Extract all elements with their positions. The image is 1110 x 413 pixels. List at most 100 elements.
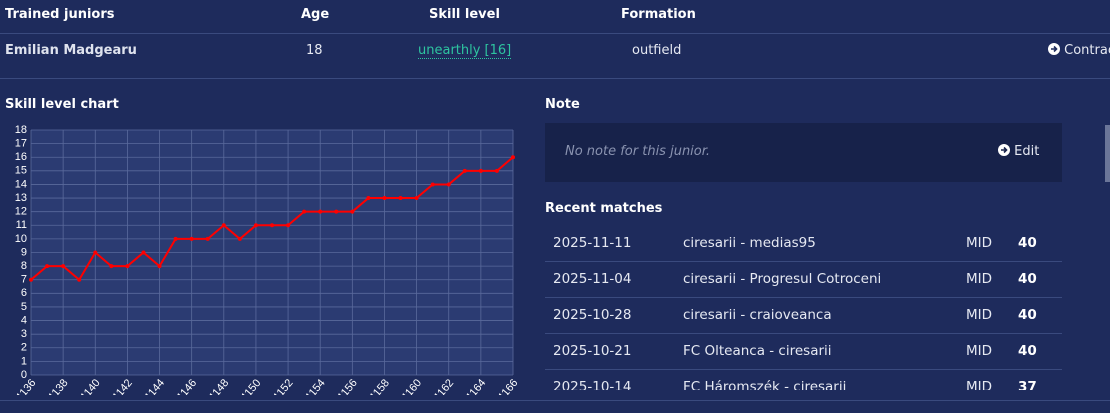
divider: [0, 78, 1110, 79]
note-box: No note for this junior. Edit: [545, 123, 1062, 182]
match-row: 2025-11-04 ciresarii - Progresul Cotrocen…: [545, 261, 1062, 298]
point: [253, 223, 258, 228]
point: [221, 223, 226, 228]
note-text: No note for this junior.: [565, 144, 711, 159]
match-date: 2025-11-11: [553, 235, 632, 251]
y-tick-label: 2: [21, 342, 27, 354]
point: [414, 196, 419, 201]
point: [45, 264, 50, 269]
match-name: FC Olteanca - ciresarii: [683, 343, 832, 359]
match-rating: 40: [1018, 271, 1037, 287]
column-header: Formation: [621, 7, 696, 22]
match-position: MID: [966, 271, 993, 287]
y-tick-label: 4: [21, 314, 27, 326]
y-tick-label: 11: [16, 219, 27, 231]
scrollbar: [1105, 125, 1110, 182]
point: [29, 277, 33, 282]
contract-label: Contract: [1064, 43, 1110, 58]
junior-age: 18: [306, 43, 323, 58]
match-name: FC Háromszék - ciresarii: [683, 379, 847, 390]
match-date: 2025-10-14: [553, 379, 632, 390]
matches-table: 2025-11-11 ciresarii - medias95 MID 40 2025-…: [0, 225, 1110, 390]
match-name: ciresarii - Progresul Cotroceni: [683, 271, 882, 287]
point: [286, 223, 291, 228]
column-header: Age: [301, 7, 330, 22]
y-tick-label: 6: [21, 287, 27, 299]
edit-button[interactable]: Edit: [998, 144, 1039, 159]
y-tick-label: 0: [21, 369, 27, 381]
y-tick-label: 13: [15, 192, 27, 204]
point: [189, 236, 194, 241]
match-position: MID: [966, 343, 993, 359]
point: [446, 182, 451, 187]
match-date: 2025-10-28: [553, 307, 632, 323]
column-header: Trained juniors: [5, 7, 115, 22]
match-rating: 37: [1018, 379, 1037, 390]
y-tick-label: 12: [15, 206, 27, 218]
match-date: 2025-10-21: [553, 343, 632, 359]
y-tick-label: 14: [15, 178, 27, 190]
point: [318, 209, 323, 214]
point: [173, 236, 178, 241]
point: [350, 209, 355, 214]
y-tick-label: 3: [21, 328, 27, 340]
point: [93, 250, 98, 255]
column-header: Skill level: [429, 7, 500, 22]
edit-label: Edit: [1014, 144, 1040, 159]
point: [382, 196, 387, 201]
y-tick-label: 18: [15, 124, 27, 136]
y-tick-label: 5: [21, 301, 27, 313]
point: [141, 250, 146, 255]
match-date: 2025-11-04: [553, 271, 632, 287]
point: [270, 223, 274, 228]
y-tick-label: 15: [15, 165, 27, 177]
matches-title: Recent matches: [545, 201, 663, 216]
y-tick-label: 1: [21, 355, 27, 367]
contract-button[interactable]: Contract: [1048, 43, 1110, 58]
match-row: 2025-10-14 FC Háromszék - ciresarii MID 37: [545, 369, 1062, 390]
match-position: MID: [966, 307, 993, 323]
match-rating: 40: [1018, 343, 1037, 359]
y-tick-label: 7: [21, 274, 27, 286]
point: [366, 196, 371, 201]
point: [61, 264, 66, 269]
point: [334, 209, 339, 214]
divider: [0, 400, 1110, 401]
point: [430, 182, 435, 187]
point: [494, 168, 499, 173]
note-title: Note: [545, 97, 580, 112]
y-tick-label: 17: [15, 138, 27, 150]
y-tick-label: 10: [15, 233, 27, 245]
match-position: MID: [966, 379, 993, 390]
point: [462, 168, 467, 173]
match-position: MID: [966, 235, 993, 251]
y-tick-label: 8: [21, 260, 27, 272]
point: [302, 209, 307, 214]
point: [237, 236, 242, 241]
match-row: 2025-10-21 FC Olteanca - ciresarii MID 40: [545, 333, 1062, 370]
match-row: 2025-10-28 ciresarii - craioveanca MID 40: [545, 297, 1062, 334]
point: [157, 264, 162, 269]
y-tick-label: 9: [21, 246, 27, 258]
y-tick-label: 16: [15, 151, 27, 163]
point: [109, 264, 114, 269]
point: [205, 236, 210, 241]
formation: outfield: [632, 43, 682, 58]
match-name: ciresarii - craioveanca: [683, 307, 832, 323]
point: [398, 196, 403, 201]
icon: [1048, 43, 1060, 55]
point: [125, 264, 130, 269]
match-row: 2025-11-11 ciresarii - medias95 MID 40: [545, 225, 1062, 262]
match-rating: 40: [1018, 235, 1037, 251]
match-rating: 40: [1018, 307, 1037, 323]
match-name: ciresarii - medias95: [683, 235, 816, 251]
point: [77, 277, 82, 282]
skill-level[interactable]: unearthly [16]: [418, 43, 512, 59]
icon: [998, 144, 1010, 156]
point: [511, 155, 515, 160]
chart-title: Skill level chart: [5, 97, 119, 112]
divider: [0, 33, 1110, 34]
junior-name[interactable]: Emilian Madgearu: [5, 43, 137, 58]
